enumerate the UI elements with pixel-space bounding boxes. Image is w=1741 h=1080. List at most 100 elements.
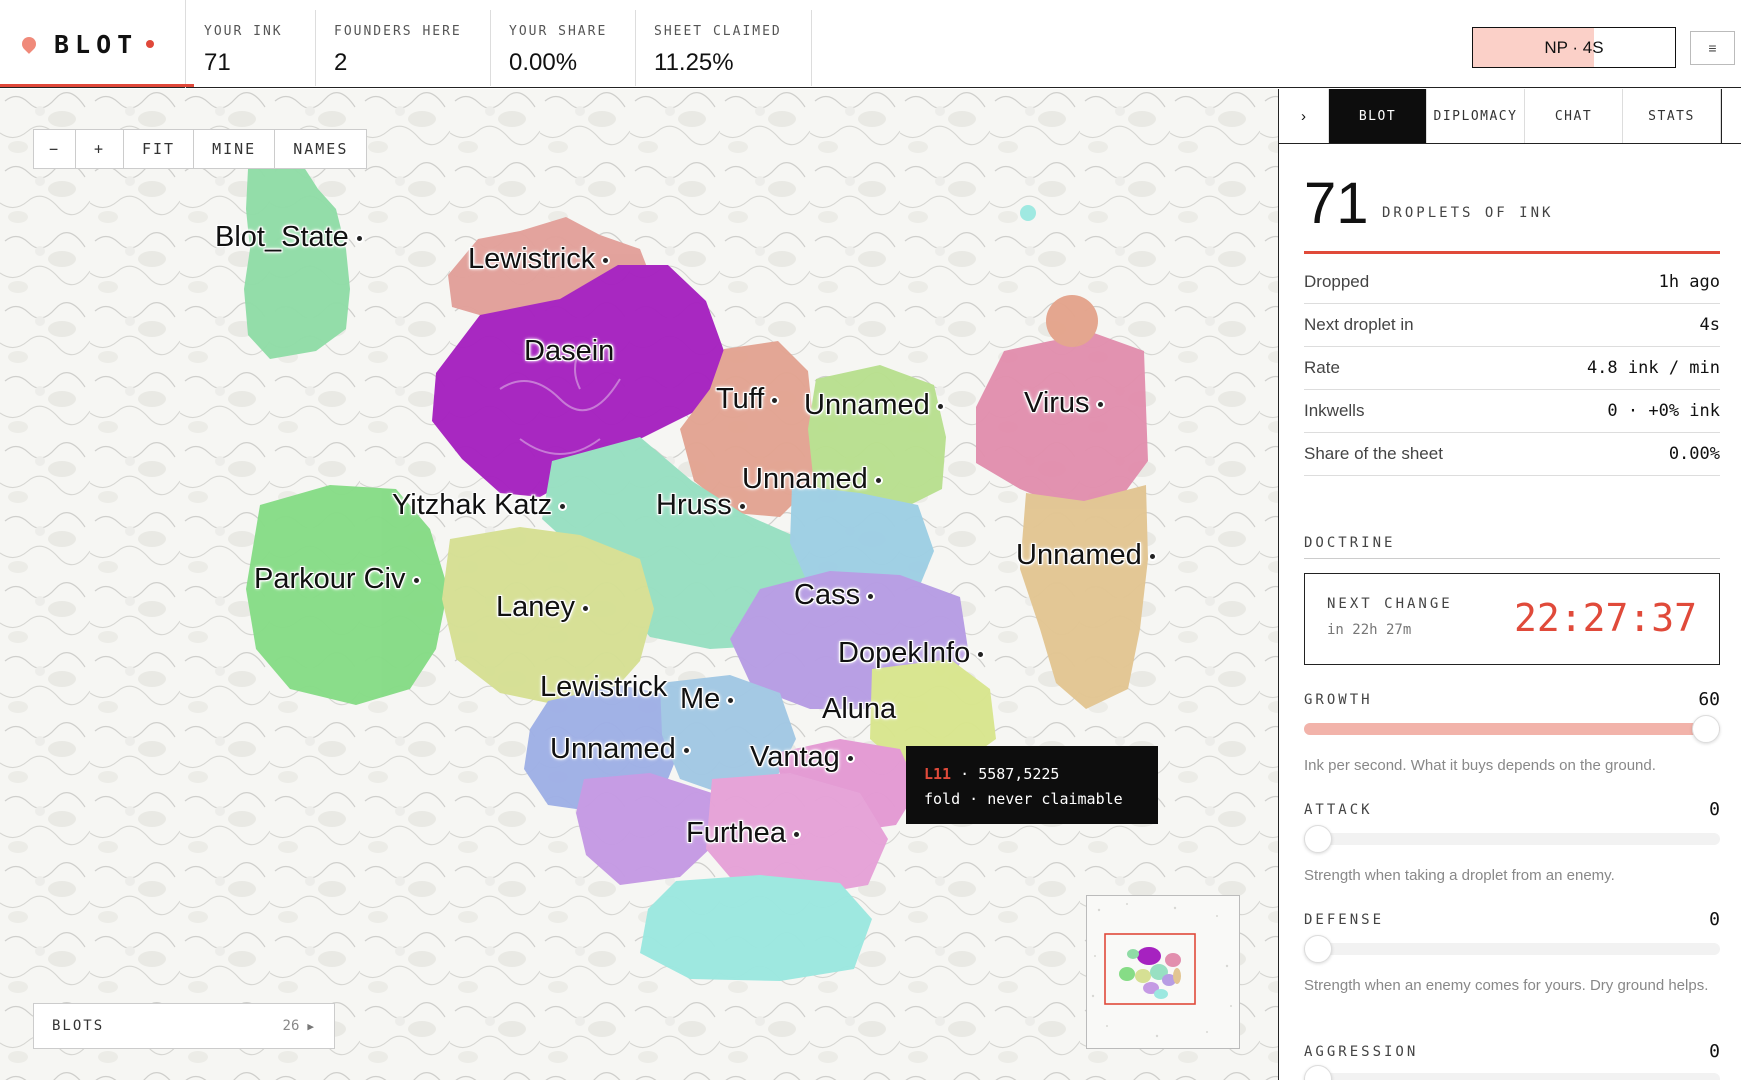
territory-furthea [640, 875, 872, 981]
defense-slider[interactable] [1304, 935, 1720, 963]
stat-founders-here: FOUNDERS HERE 2 [316, 10, 491, 86]
territory-label[interactable]: Furthea [686, 817, 799, 850]
slider-handle[interactable] [1304, 1065, 1332, 1080]
side-tabs: › BLOT DIPLOMACY CHAT STATS [1279, 89, 1741, 144]
territory-laney [442, 527, 654, 703]
app-name: BLOT [54, 29, 139, 59]
ink-header: 71 DROPLETS OF INK [1304, 174, 1720, 254]
names-toggle-button[interactable]: NAMES [293, 140, 349, 158]
aggression-slider[interactable] [1304, 1065, 1720, 1080]
minimap-view [1091, 903, 1232, 1038]
territory-label[interactable]: Aluna [822, 693, 897, 725]
territory-label[interactable]: Me [680, 683, 734, 716]
zoom-out-button[interactable]: − [34, 130, 76, 168]
stat-label: SHEET CLAIMED [654, 24, 782, 39]
divider [1304, 558, 1720, 559]
slider-handle[interactable] [1692, 715, 1720, 743]
growth-slider[interactable] [1304, 715, 1720, 743]
minimap[interactable] [1086, 895, 1240, 1049]
territory-label[interactable]: Unnamed [1016, 539, 1155, 572]
ink-count: 71 [1304, 171, 1369, 236]
info-key: Next droplet in [1304, 315, 1414, 334]
territory-label[interactable]: Hruss [656, 489, 745, 522]
territory-label[interactable]: Virus [1024, 387, 1103, 420]
side-panel: › BLOT DIPLOMACY CHAT STATS 71 DROPLETS … [1278, 89, 1741, 1080]
territory-label[interactable]: Unnamed [550, 733, 689, 766]
stat-label: FOUNDERS HERE [334, 24, 462, 39]
info-key: Inkwells [1304, 401, 1365, 420]
slider-handle[interactable] [1304, 935, 1332, 963]
slider-value: 60 [1698, 689, 1720, 710]
tab-stats[interactable]: STATS [1623, 89, 1721, 143]
territories [244, 161, 1148, 981]
next-placement-button[interactable]: NP · 4S [1472, 27, 1676, 68]
slider-hint: Strength when taking a droplet from an e… [1304, 867, 1615, 884]
territory-dopekinfo [870, 659, 996, 769]
stat-value: 11.25% [654, 49, 734, 76]
slider-label: GROWTH [1304, 691, 1373, 708]
stat-sheet-claimed: SHEET CLAIMED 11.25% [636, 10, 812, 86]
territory-label[interactable]: Lewistrick [468, 243, 609, 276]
chevron-right-icon: › [1301, 107, 1306, 125]
app-logo[interactable]: BLOT [0, 0, 186, 88]
slider-header-defense: DEFENSE 0 [1304, 909, 1720, 930]
next-placement-label: NP · 4S [1544, 37, 1604, 57]
blots-list-toggle[interactable]: BLOTS 26 ▶ [33, 1003, 335, 1049]
tab-blot[interactable]: BLOT [1329, 89, 1427, 143]
territory-unnamed-sand [1020, 485, 1148, 709]
fit-button[interactable]: FIT [124, 130, 195, 168]
info-row-dropped: Dropped 1h ago [1304, 261, 1720, 304]
next-change-box: NEXT CHANGE in 22h 27m 22:27:37 [1304, 573, 1720, 665]
territory-label[interactable]: Vantag [750, 741, 853, 774]
territory-label[interactable]: Unnamed [804, 389, 943, 422]
info-value: 1h ago [1658, 272, 1720, 292]
collapse-panel-button[interactable]: › [1279, 89, 1329, 143]
territory-speck [1020, 205, 1036, 221]
territory-virus-outpost [1046, 295, 1098, 347]
territory-label[interactable]: Unnamed [742, 463, 881, 496]
territory-label[interactable]: DopekInfo [838, 637, 984, 670]
mine-button[interactable]: MINE [194, 130, 276, 168]
territory-label[interactable]: Cass [794, 579, 874, 612]
tab-chat[interactable]: CHAT [1525, 89, 1623, 143]
menu-button[interactable]: ≡ [1690, 31, 1735, 65]
info-row-inkwells: Inkwells 0 · +0% ink [1304, 390, 1720, 433]
territory-unnamed-olive [808, 365, 946, 509]
territory-label[interactable]: Parkour Civ [254, 563, 419, 596]
cell-terrain: fold [924, 790, 961, 808]
territory-hruss [542, 437, 812, 649]
territory-label[interactable]: Lewistrick [540, 671, 668, 703]
territory-label[interactable]: Yitzhak Katz [392, 489, 566, 522]
cell-coords: 5587,5225 [978, 765, 1060, 783]
territory-label[interactable]: Dasein [524, 335, 615, 367]
slider-value: 0 [1709, 909, 1720, 930]
next-placement-progress [1473, 28, 1595, 67]
territory-label[interactable]: Tuff [716, 383, 778, 416]
next-change-timer: 22:27:37 [1513, 596, 1697, 640]
stat-label: YOUR SHARE [509, 24, 608, 39]
info-key: Dropped [1304, 272, 1370, 291]
cell-code: L11 [924, 765, 952, 783]
next-change-sub: in 22h 27m [1327, 622, 1412, 638]
zoom-in-button[interactable]: + [76, 130, 124, 168]
hamburger-icon: ≡ [1708, 40, 1717, 56]
info-row-rate: Rate 4.8 ink / min [1304, 347, 1720, 390]
slider-handle[interactable] [1304, 825, 1332, 853]
slider-header-aggression: AGGRESSION 0 [1304, 1041, 1720, 1062]
slider-label: DEFENSE [1304, 911, 1385, 928]
next-change-label: NEXT CHANGE [1327, 596, 1453, 612]
territory-label[interactable]: Laney [496, 591, 589, 624]
info-value: 0.00% [1668, 444, 1720, 464]
map-canvas[interactable]: Blot_State Lewistrick Dasein Tuff Unname… [0, 89, 1278, 1080]
tab-diplomacy[interactable]: DIPLOMACY [1427, 89, 1525, 143]
map-ground [0, 89, 1278, 1080]
stat-label: YOUR INK [204, 24, 283, 39]
info-key: Rate [1304, 358, 1340, 377]
stat-value: 0.00% [509, 49, 578, 76]
territory-label[interactable]: Blot_State [215, 221, 362, 254]
territory-unnamed-violet [576, 773, 716, 885]
attack-slider[interactable] [1304, 825, 1720, 853]
map-controls: − + FIT MINE NAMES [33, 129, 368, 169]
blots-count: 26 [282, 1018, 300, 1034]
status-dot-icon [146, 40, 155, 48]
